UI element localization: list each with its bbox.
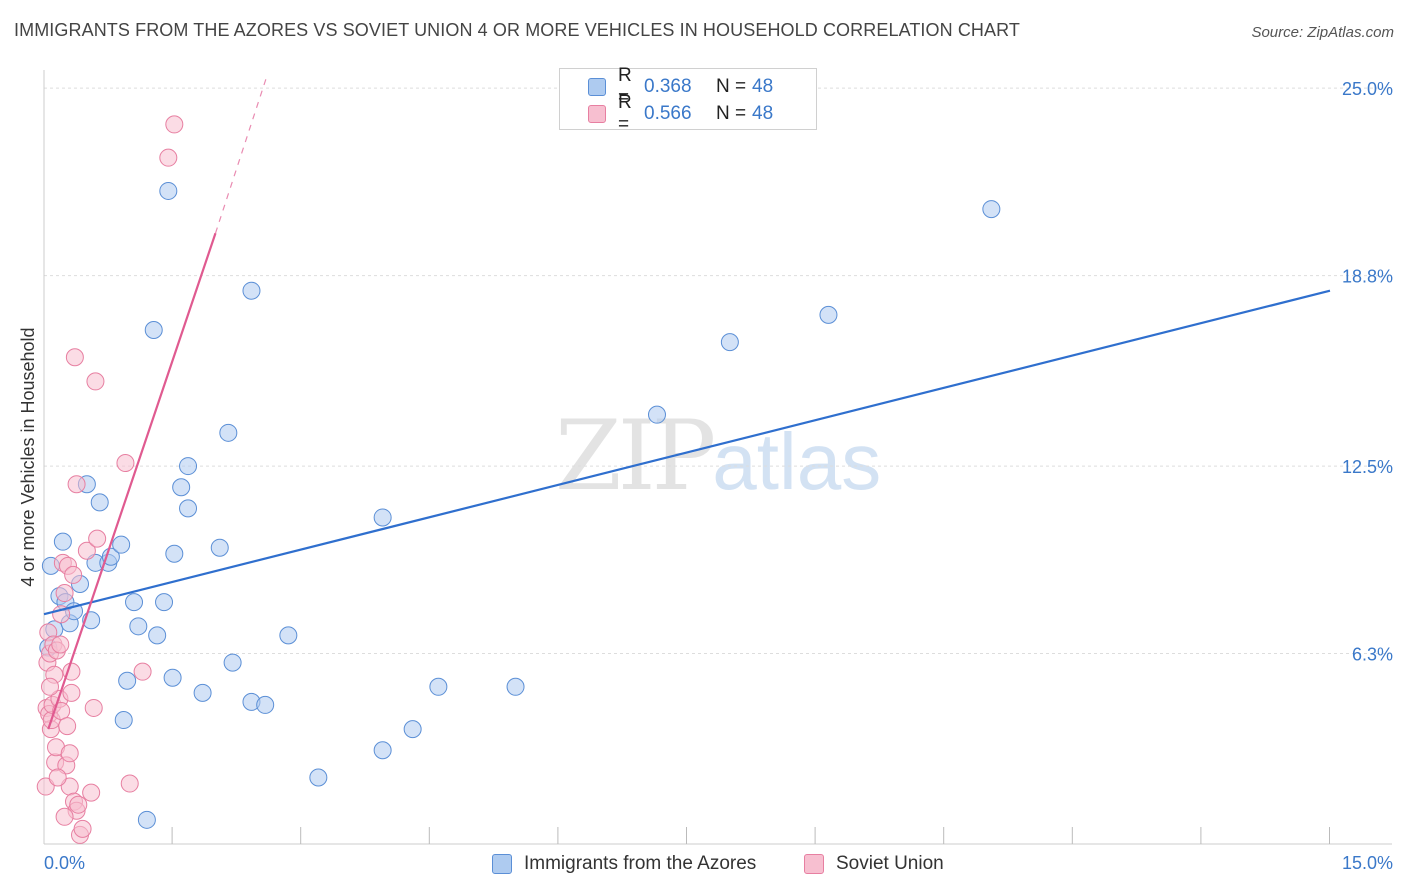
y-axis-title: 4 or more Vehicles in Household [18, 327, 38, 586]
n-label: N = [716, 103, 747, 124]
azores-point [53, 532, 72, 551]
soviet-point [62, 683, 81, 702]
soviet-point [165, 115, 184, 134]
azores-point [114, 711, 133, 730]
soviet-point [73, 819, 92, 838]
azores-point [223, 653, 242, 672]
r-value: 0.566 [644, 103, 692, 124]
soviet-point [41, 677, 60, 696]
azores-point [118, 671, 137, 690]
azores-point [90, 493, 109, 512]
azores-point [144, 321, 163, 340]
soviet-point [67, 475, 86, 494]
azores-point [242, 281, 261, 300]
watermark-zip: ZIP [555, 400, 716, 512]
soviet-point [88, 529, 107, 548]
x-tick-label: 0.0% [44, 853, 85, 873]
azores-point [112, 535, 131, 554]
soviet-point [84, 698, 103, 717]
legend-swatch-azores [588, 78, 606, 96]
azores-point [429, 677, 448, 696]
soviet-point [60, 744, 79, 763]
legend-swatch-soviet [588, 105, 606, 123]
n-label: N = [716, 76, 747, 97]
y-tick-label: 18.8% [1342, 267, 1393, 287]
azores-point [165, 544, 184, 563]
azores-point [373, 741, 392, 760]
soviet-point [86, 372, 105, 391]
soviet-trendline [47, 232, 217, 730]
azores-point [506, 677, 525, 696]
azores-point [163, 668, 182, 687]
azores-point [155, 593, 174, 612]
x-tick-label: 15.0% [1342, 853, 1393, 873]
legend-label-soviet: Soviet Union [836, 853, 944, 874]
legend-item-azores: Immigrants from the Azores [492, 853, 756, 875]
azores-point [179, 457, 198, 476]
azores-point [647, 405, 666, 424]
azores-point [403, 720, 422, 739]
soviet-point [116, 454, 135, 473]
azores-point [193, 683, 212, 702]
stats-row-soviet: R = 0.566 N = 48 [588, 92, 774, 135]
watermark-logo: ZIPatlas [555, 400, 881, 512]
azores-point [720, 333, 739, 352]
azores-point [219, 423, 238, 442]
soviet-point [55, 584, 74, 603]
y-tick-label: 25.0% [1342, 79, 1393, 99]
soviet-point [58, 717, 77, 736]
r-label: R = [618, 92, 632, 135]
azores-point [101, 547, 120, 566]
stats-row-azores: R = 0.368 N = 48 [588, 65, 774, 108]
soviet-point [133, 662, 152, 681]
azores-point [982, 200, 1001, 219]
soviet-point [65, 348, 84, 367]
r-value: 0.368 [644, 76, 692, 97]
stats-legend: R = 0.368 N = 48 R = 0.566 N = 48 [559, 65, 817, 135]
azores-point [179, 499, 198, 518]
legend-label-azores: Immigrants from the Azores [524, 853, 757, 874]
r-label: R = [618, 65, 632, 108]
soviet-point [51, 635, 70, 654]
soviet-point [55, 807, 74, 826]
azores-point [256, 695, 275, 714]
y-tick-label: 12.5% [1342, 457, 1393, 477]
azores-point [137, 810, 156, 829]
azores-point [125, 593, 144, 612]
source-credit: Source: ZipAtlas.com [1251, 24, 1394, 41]
azores-point [159, 181, 178, 200]
soviet-point [69, 795, 88, 814]
legend-swatch-soviet [804, 854, 824, 874]
soviet-point [48, 768, 67, 787]
soviet-point [77, 541, 96, 560]
azores-point [279, 626, 298, 645]
azores-point [148, 626, 167, 645]
azores-point [172, 478, 191, 497]
azores-point [309, 768, 328, 787]
chart-title: IMMIGRANTS FROM THE AZORES VS SOVIET UNI… [14, 20, 1021, 40]
legend-item-soviet: Soviet Union [804, 853, 944, 875]
azores-point [373, 508, 392, 527]
soviet-point [120, 774, 139, 793]
legend-swatch-azores [492, 854, 512, 874]
watermark-atlas: atlas [712, 417, 882, 506]
series-legend: Immigrants from the Azores Soviet Union [0, 850, 1406, 880]
soviet-point [64, 565, 83, 584]
n-value: 48 [752, 103, 774, 124]
azores-trendline [43, 289, 1331, 616]
azores-point [819, 305, 838, 324]
n-value: 48 [752, 76, 774, 97]
azores-point [129, 617, 148, 636]
soviet-trendline-extension [214, 75, 268, 234]
soviet-point [159, 148, 178, 167]
y-tick-label: 6.3% [1352, 645, 1393, 665]
soviet-point [36, 777, 55, 796]
azores-point [210, 538, 229, 557]
soviet-point [82, 783, 101, 802]
